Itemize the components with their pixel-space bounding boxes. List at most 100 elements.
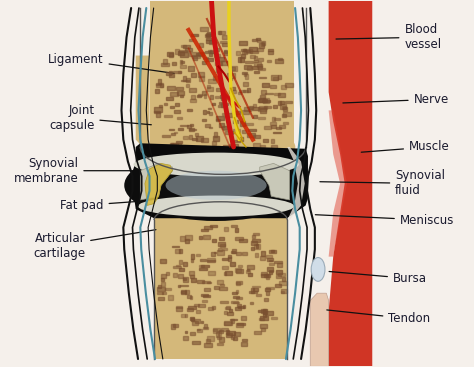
Bar <box>235 307 241 310</box>
Bar <box>242 51 247 54</box>
Bar <box>164 103 167 105</box>
Bar <box>282 106 286 109</box>
Bar <box>197 328 202 332</box>
Bar <box>199 268 207 270</box>
Bar <box>255 244 258 248</box>
Bar <box>180 60 182 64</box>
Bar <box>256 38 260 40</box>
Bar <box>176 265 180 266</box>
Bar <box>225 307 230 309</box>
Bar <box>222 126 229 130</box>
Bar <box>250 51 258 54</box>
Bar <box>208 50 211 52</box>
Bar <box>254 244 260 248</box>
Bar <box>181 236 185 241</box>
Bar <box>231 301 238 303</box>
Bar <box>260 95 265 98</box>
Bar <box>241 54 245 58</box>
Bar <box>179 260 182 264</box>
Bar <box>218 32 221 34</box>
Bar <box>239 58 244 62</box>
Bar <box>220 244 225 247</box>
Bar <box>258 58 263 61</box>
Bar <box>197 152 200 156</box>
Bar <box>225 321 232 325</box>
Bar <box>266 255 272 258</box>
Bar <box>179 249 182 253</box>
Bar <box>247 133 255 137</box>
Bar <box>219 330 223 333</box>
Bar <box>231 319 234 323</box>
Bar <box>248 47 256 51</box>
Bar <box>222 266 228 269</box>
Bar <box>244 107 251 111</box>
Bar <box>206 339 210 344</box>
Bar <box>228 255 230 258</box>
Bar <box>229 158 235 163</box>
Text: Meniscus: Meniscus <box>315 214 454 226</box>
Bar <box>161 63 169 66</box>
Bar <box>259 77 266 79</box>
Bar <box>175 249 180 253</box>
Bar <box>192 56 197 60</box>
Bar <box>205 51 213 53</box>
Bar <box>202 281 210 283</box>
Bar <box>260 145 265 147</box>
Bar <box>180 285 188 286</box>
Bar <box>244 49 252 53</box>
Bar <box>212 103 215 105</box>
Bar <box>261 272 267 275</box>
Bar <box>258 66 262 69</box>
Bar <box>164 59 167 64</box>
Bar <box>224 311 227 314</box>
Bar <box>213 328 220 331</box>
Bar <box>227 165 229 167</box>
Bar <box>236 281 242 284</box>
Bar <box>231 251 235 253</box>
Bar <box>275 270 282 274</box>
Bar <box>205 124 210 127</box>
Bar <box>186 78 190 83</box>
Bar <box>198 52 203 56</box>
Bar <box>207 85 210 88</box>
Bar <box>216 68 219 72</box>
Bar <box>257 48 263 51</box>
Bar <box>183 45 190 48</box>
Polygon shape <box>310 293 328 366</box>
Bar <box>202 300 207 302</box>
Bar <box>278 273 285 276</box>
Bar <box>217 280 223 284</box>
Bar <box>199 265 204 268</box>
Bar <box>195 319 200 323</box>
Bar <box>216 88 225 91</box>
Bar <box>208 270 215 275</box>
Bar <box>231 66 237 71</box>
Bar <box>204 226 212 229</box>
Bar <box>239 90 245 92</box>
Bar <box>216 57 224 61</box>
Text: Fat pad: Fat pad <box>60 199 156 212</box>
Bar <box>253 233 259 235</box>
Bar <box>207 87 213 91</box>
Bar <box>197 328 200 330</box>
Bar <box>187 295 191 298</box>
Bar <box>217 343 223 345</box>
Bar <box>216 162 219 165</box>
Bar <box>243 49 246 51</box>
Bar <box>197 95 201 97</box>
Bar <box>262 100 270 102</box>
Bar <box>280 101 284 104</box>
Bar <box>264 106 272 109</box>
Bar <box>202 160 205 165</box>
Bar <box>207 32 211 36</box>
Bar <box>249 106 253 109</box>
Bar <box>202 91 206 95</box>
Bar <box>213 76 215 80</box>
Bar <box>187 308 193 311</box>
Bar <box>247 66 252 70</box>
Bar <box>268 49 273 51</box>
Bar <box>242 252 247 255</box>
Bar <box>158 286 161 288</box>
Bar <box>172 144 176 148</box>
Text: Nerve: Nerve <box>343 93 449 106</box>
